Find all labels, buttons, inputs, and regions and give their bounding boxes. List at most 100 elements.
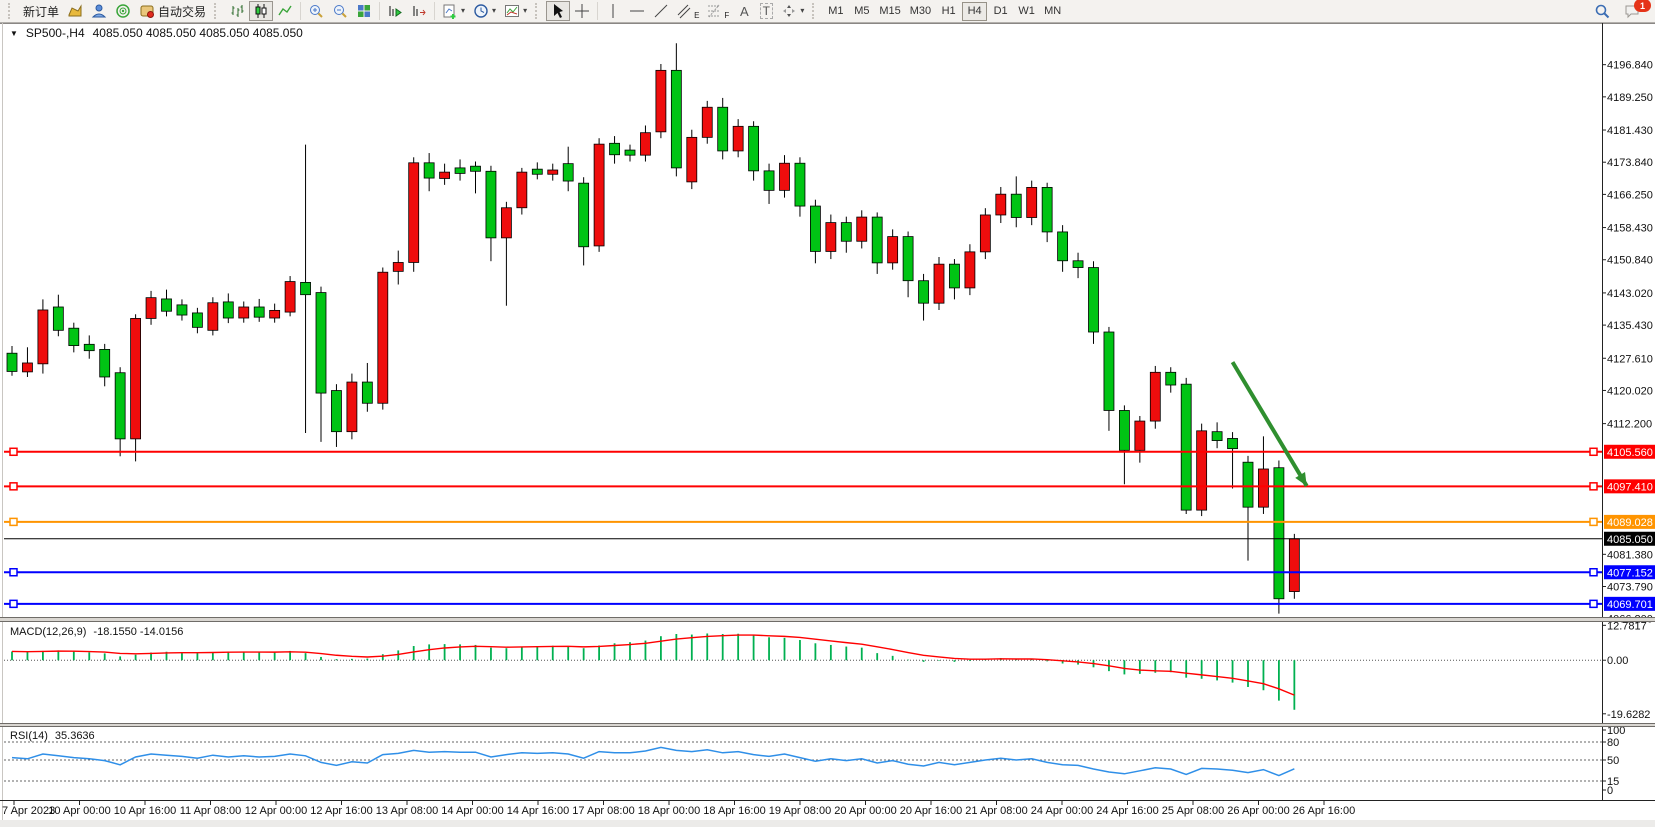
candle: [145, 297, 157, 319]
toolbar-grip[interactable]: [535, 3, 542, 19]
candle: [856, 216, 868, 242]
candle: [1227, 438, 1238, 450]
zoom-out-button[interactable]: [328, 1, 352, 21]
crosshair-tool-button[interactable]: [570, 1, 594, 21]
channel-icon: [677, 4, 691, 19]
candle: [995, 193, 1007, 216]
price-line-handle[interactable]: [9, 517, 18, 527]
candle: [717, 106, 729, 152]
toolbar-grip[interactable]: [8, 3, 15, 19]
price-line-handle[interactable]: [1589, 599, 1598, 609]
time-axis-label: 24 Apr 16:00: [1096, 805, 1158, 817]
profiles-button[interactable]: [87, 1, 111, 21]
timeframe-button-W1[interactable]: W1: [1014, 2, 1039, 21]
price-line-handle[interactable]: [9, 568, 18, 577]
new-order-button[interactable]: 新订单: [19, 1, 63, 21]
candle: [624, 149, 636, 156]
pane-divider[interactable]: [0, 617, 1655, 622]
timeframe-button-M1[interactable]: M1: [823, 2, 848, 21]
candle: [130, 318, 142, 440]
bottom-scroll-strip[interactable]: [0, 820, 1655, 827]
line-chart-icon: [278, 5, 292, 16]
vertical-line-tool-button[interactable]: [601, 1, 625, 21]
toolbar-grip[interactable]: [214, 3, 221, 19]
price-line-handle[interactable]: [9, 447, 18, 457]
text-label-tool-button[interactable]: T: [755, 1, 777, 21]
price-line-label-box: [1604, 479, 1655, 494]
rsi-tick-label: 50: [1607, 755, 1619, 767]
candle: [22, 362, 33, 373]
chart-window-button[interactable]: [63, 1, 87, 21]
toolbar-grip[interactable]: [812, 3, 819, 19]
timeframe-button-H1[interactable]: H1: [936, 2, 961, 21]
macd-pane-label: MACD(12,26,9) -18.1550 -14.0156: [10, 626, 183, 638]
arrows-dropdown-icon[interactable]: ▾: [800, 6, 805, 15]
candle: [500, 207, 512, 239]
symbol-collapse-icon[interactable]: ▼: [10, 28, 18, 38]
candle: [1149, 371, 1161, 422]
timeframe-button-H4[interactable]: H4: [962, 1, 988, 21]
candle: [531, 168, 543, 175]
trend-arrow-head: [1295, 472, 1307, 486]
candle: [392, 262, 404, 272]
periods-button[interactable]: ▾: [469, 1, 500, 21]
auto-scroll-button[interactable]: [383, 1, 407, 21]
auto-trading-icon: [140, 5, 155, 18]
channel-tool-button[interactable]: E: [673, 1, 703, 21]
trendline-tool-button[interactable]: [649, 1, 673, 21]
pane-divider[interactable]: [0, 723, 1655, 727]
horizontal-line-tool-button[interactable]: [625, 1, 649, 21]
price-line-handle[interactable]: [9, 599, 18, 609]
chart-title-symbol: SP500-,H4: [25, 26, 85, 40]
candle: [207, 302, 219, 331]
timeframe-button-M30[interactable]: M30: [906, 2, 935, 21]
price-tick-label: 4081.380: [1607, 549, 1653, 561]
timeframe-button-M15[interactable]: M15: [875, 2, 904, 21]
trend-arrow-annotation[interactable]: [1230, 361, 1309, 487]
candle: [68, 327, 80, 346]
templates-dropdown-icon[interactable]: ▾: [523, 6, 528, 15]
price-line-handle[interactable]: [1589, 447, 1598, 457]
new-chart-button[interactable]: ▾: [438, 1, 469, 21]
timeframe-button-M5[interactable]: M5: [849, 2, 874, 21]
chart-window-icon: [68, 4, 82, 17]
signals-button[interactable]: [111, 1, 135, 21]
time-axis-label: 11 Apr 08:00: [180, 805, 242, 817]
line-chart-type-button[interactable]: [273, 1, 297, 21]
chat-button[interactable]: 1: [1620, 0, 1651, 21]
search-button[interactable]: [1590, 1, 1614, 21]
bar-chart-type-button[interactable]: [225, 1, 249, 21]
candle: [1242, 461, 1254, 508]
timeframe-button-MN[interactable]: MN: [1040, 2, 1065, 21]
candlestick-chart-type-button[interactable]: [249, 1, 274, 21]
templates-button[interactable]: ▾: [500, 1, 531, 21]
price-line-handle[interactable]: [1589, 568, 1598, 577]
time-axis-label: 17 Apr 08:00: [572, 805, 634, 817]
price-line-handle[interactable]: [1589, 517, 1598, 527]
text-tool-button[interactable]: A: [733, 1, 755, 21]
chart-shift-button[interactable]: [407, 1, 431, 21]
tile-windows-button[interactable]: [352, 1, 376, 21]
auto-trading-button[interactable]: 自动交易: [135, 1, 210, 21]
cursor-tool-button[interactable]: [546, 1, 571, 21]
price-line-handle[interactable]: [1589, 482, 1598, 491]
candle: [763, 170, 775, 191]
chart-title[interactable]: ▼ SP500-,H4 4085.050 4085.050 4085.050 4…: [10, 26, 303, 40]
new-chart-dropdown-icon[interactable]: ▾: [461, 6, 466, 15]
zoom-in-button[interactable]: [304, 1, 328, 21]
price-tick-label: 4143.020: [1607, 288, 1653, 300]
arrows-tool-button[interactable]: ▾: [777, 1, 808, 21]
macd-signal-line: [11, 634, 1295, 696]
candle: [547, 169, 559, 175]
fibonacci-tool-button[interactable]: F: [703, 1, 733, 21]
periods-dropdown-icon[interactable]: ▾: [492, 6, 497, 15]
timeframe-button-D1[interactable]: D1: [988, 2, 1013, 21]
candle: [1288, 538, 1300, 592]
candle: [918, 280, 929, 304]
candle: [300, 281, 311, 296]
candle: [1041, 186, 1053, 233]
candle: [222, 301, 234, 319]
price-line-handle[interactable]: [9, 482, 18, 491]
